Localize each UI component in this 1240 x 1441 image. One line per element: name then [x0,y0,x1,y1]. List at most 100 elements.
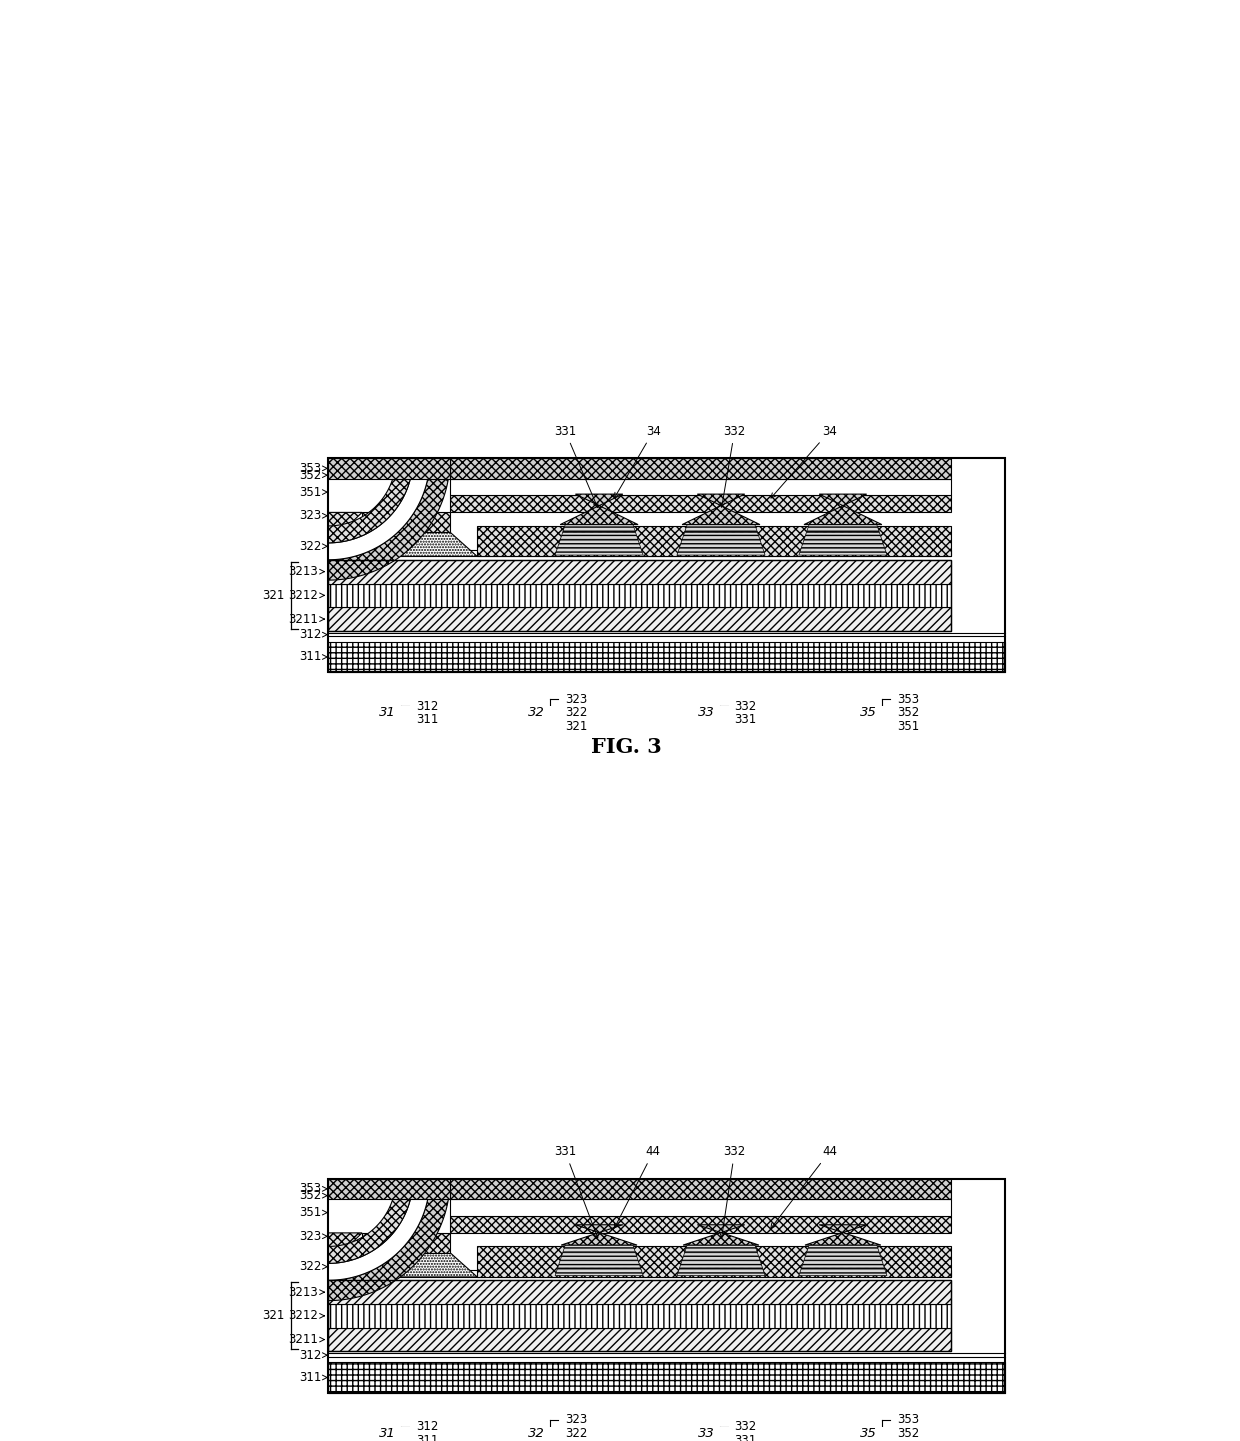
Polygon shape [680,1261,763,1268]
Text: 32: 32 [528,1427,544,1440]
Polygon shape [329,584,951,607]
Text: 321: 321 [565,720,588,733]
Text: 323: 323 [299,1229,327,1242]
Polygon shape [562,1225,637,1245]
Text: 32: 32 [528,706,544,719]
Polygon shape [329,1327,951,1352]
Polygon shape [450,496,951,513]
Text: 34: 34 [615,425,661,497]
Polygon shape [560,494,639,525]
Text: 44: 44 [771,1146,837,1229]
Text: 331: 331 [554,425,598,507]
Polygon shape [342,532,477,556]
Text: 323: 323 [299,509,327,522]
Polygon shape [450,1199,951,1216]
Polygon shape [677,548,765,555]
Text: 322: 322 [299,1261,327,1274]
Polygon shape [450,1179,951,1199]
Polygon shape [801,540,884,548]
Text: 353: 353 [897,1414,919,1427]
Polygon shape [329,1233,362,1252]
Polygon shape [329,513,362,532]
Text: 323: 323 [565,693,588,706]
Polygon shape [684,1245,758,1252]
Text: 31: 31 [379,706,396,719]
Text: 351: 351 [299,486,327,499]
Polygon shape [450,458,951,478]
Text: 331: 331 [734,1434,756,1441]
Polygon shape [329,1179,430,1280]
Polygon shape [329,458,450,581]
Polygon shape [682,1252,760,1261]
Text: 322: 322 [565,706,588,719]
Polygon shape [362,513,450,532]
Polygon shape [563,1245,636,1252]
Text: 311: 311 [417,1434,439,1441]
Text: 331: 331 [554,1146,598,1238]
Text: 353: 353 [897,693,919,706]
Polygon shape [683,1225,759,1245]
Text: 3212: 3212 [288,589,325,602]
Text: 34: 34 [771,425,837,499]
Polygon shape [329,458,450,478]
Text: 312: 312 [299,628,327,641]
Text: 351: 351 [897,720,919,733]
Text: 3212: 3212 [288,1310,325,1323]
Text: 321: 321 [262,589,284,602]
Text: 33: 33 [697,1427,714,1440]
Text: 35: 35 [861,706,877,719]
Polygon shape [556,1268,644,1275]
Polygon shape [799,1268,887,1275]
Text: 312: 312 [299,1349,327,1362]
Text: 322: 322 [565,1427,588,1440]
Text: 44: 44 [614,1146,661,1228]
Polygon shape [329,559,951,584]
Text: 311: 311 [417,713,439,726]
Text: 332: 332 [720,1146,745,1238]
Polygon shape [682,532,760,540]
Text: 322: 322 [299,540,327,553]
Polygon shape [563,525,636,532]
Polygon shape [806,525,879,532]
Text: 352: 352 [299,468,327,481]
Text: 352: 352 [897,706,919,719]
Text: 323: 323 [565,1414,588,1427]
Polygon shape [329,1304,951,1327]
Polygon shape [804,1252,882,1261]
Polygon shape [329,1270,951,1277]
Text: 312: 312 [417,699,439,713]
Polygon shape [804,532,882,540]
Text: 311: 311 [299,1370,327,1383]
Polygon shape [329,549,951,556]
Polygon shape [329,1179,413,1264]
Polygon shape [801,1261,884,1268]
Polygon shape [342,1252,477,1277]
Polygon shape [556,548,644,555]
Text: 3213: 3213 [288,565,325,578]
Text: FIG. 3: FIG. 3 [590,736,662,757]
Polygon shape [329,1179,450,1301]
Text: 312: 312 [417,1419,439,1434]
Text: 332: 332 [720,425,745,507]
Text: 353: 353 [299,463,327,476]
Polygon shape [329,607,951,631]
Text: 3211: 3211 [288,612,325,625]
Text: 332: 332 [734,1419,756,1434]
Polygon shape [450,478,951,496]
Polygon shape [680,540,763,548]
Text: 352: 352 [299,1189,327,1202]
Text: 3211: 3211 [288,1333,325,1346]
Polygon shape [329,1280,951,1304]
Text: 353: 353 [299,1183,327,1196]
Text: 352: 352 [897,1427,919,1440]
Polygon shape [677,1268,765,1275]
Polygon shape [805,1225,880,1245]
Polygon shape [329,641,1006,672]
Polygon shape [799,548,887,555]
Polygon shape [477,1246,951,1277]
Text: 31: 31 [379,1427,396,1440]
Polygon shape [560,532,639,540]
Text: 321: 321 [262,1310,284,1323]
Polygon shape [682,494,760,525]
Polygon shape [804,494,882,525]
